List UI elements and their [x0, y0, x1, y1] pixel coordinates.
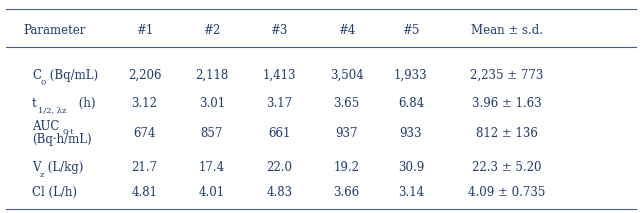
Text: #2: #2 [204, 24, 220, 37]
Text: t: t [32, 97, 37, 110]
Text: 674: 674 [133, 127, 156, 140]
Text: #3: #3 [270, 24, 288, 37]
Text: 3.66: 3.66 [334, 186, 360, 199]
Text: 2,235 ± 773: 2,235 ± 773 [471, 69, 544, 82]
Text: AUC: AUC [32, 120, 60, 133]
Text: 812 ± 136: 812 ± 136 [476, 127, 538, 140]
Text: 3.17: 3.17 [266, 97, 292, 110]
Text: 661: 661 [268, 127, 290, 140]
Text: (L/kg): (L/kg) [44, 161, 83, 174]
Text: 857: 857 [201, 127, 223, 140]
Text: #4: #4 [338, 24, 356, 37]
Text: (Bq·h/mL): (Bq·h/mL) [32, 133, 92, 146]
Text: 19.2: 19.2 [334, 161, 360, 174]
Text: 22.3 ± 5.20: 22.3 ± 5.20 [473, 161, 542, 174]
Text: 4.83: 4.83 [266, 186, 292, 199]
Text: 3,504: 3,504 [330, 69, 363, 82]
Text: 2,206: 2,206 [128, 69, 161, 82]
Text: Mean ± s.d.: Mean ± s.d. [471, 24, 543, 37]
Text: 1/2, λz: 1/2, λz [38, 107, 66, 115]
Text: 3.12: 3.12 [132, 97, 157, 110]
Text: 0: 0 [40, 79, 46, 87]
Text: #1: #1 [136, 24, 153, 37]
Text: Parameter: Parameter [23, 24, 86, 37]
Text: #5: #5 [402, 24, 420, 37]
Text: V: V [32, 161, 40, 174]
Text: 3.96 ± 1.63: 3.96 ± 1.63 [473, 97, 542, 110]
Text: 4.81: 4.81 [132, 186, 157, 199]
Text: 3.14: 3.14 [398, 186, 424, 199]
Text: (Bq/mL): (Bq/mL) [46, 69, 98, 82]
Text: 22.0: 22.0 [266, 161, 292, 174]
Text: 17.4: 17.4 [199, 161, 225, 174]
Text: 4.09 ± 0.735: 4.09 ± 0.735 [469, 186, 546, 199]
Text: 2,118: 2,118 [195, 69, 229, 82]
Text: 1,933: 1,933 [394, 69, 428, 82]
Text: 21.7: 21.7 [132, 161, 157, 174]
Text: z: z [39, 171, 44, 179]
Text: Cl (L/h): Cl (L/h) [32, 186, 77, 199]
Text: C: C [32, 69, 41, 82]
Text: 3.01: 3.01 [199, 97, 225, 110]
Text: 4.01: 4.01 [199, 186, 225, 199]
Text: 6.84: 6.84 [398, 97, 424, 110]
Text: 3.65: 3.65 [334, 97, 360, 110]
Text: 0-t: 0-t [62, 128, 74, 136]
Text: 933: 933 [399, 127, 422, 140]
Text: 30.9: 30.9 [398, 161, 424, 174]
Text: 1,413: 1,413 [263, 69, 296, 82]
Text: 937: 937 [335, 127, 358, 140]
Text: (h): (h) [75, 97, 96, 110]
